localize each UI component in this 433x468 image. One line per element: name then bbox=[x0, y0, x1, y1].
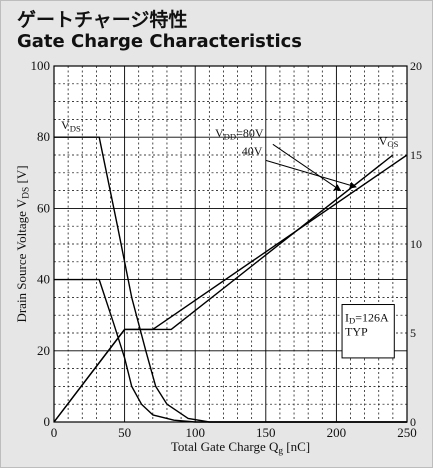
conditions-box bbox=[341, 304, 395, 359]
y-tick-label: 20 bbox=[37, 343, 50, 358]
vgs-label: VGS bbox=[379, 134, 399, 149]
series-line-vgs-40v bbox=[53, 154, 408, 423]
x-tick-label: 250 bbox=[397, 425, 417, 440]
y-tick-label: 100 bbox=[31, 58, 51, 73]
x-axis-label: Total Gate Charge Qg [nC] bbox=[171, 439, 310, 456]
plot-border bbox=[53, 65, 408, 423]
id-condition-label: ID=126A bbox=[345, 311, 389, 326]
vdd-40v-label: 40V bbox=[242, 144, 263, 158]
x-tick-label: 150 bbox=[256, 425, 276, 440]
y-tick-label: 0 bbox=[44, 414, 51, 429]
x-tick-label: 50 bbox=[118, 425, 131, 440]
y2-tick-label: 15 bbox=[410, 148, 422, 162]
grid bbox=[54, 66, 407, 422]
plot-lines bbox=[53, 136, 408, 423]
x-tick-label: 0 bbox=[51, 425, 58, 440]
axis-labels: Total Gate Charge Qg [nC] Drain Source Vo… bbox=[14, 165, 310, 456]
y-tick-label: 80 bbox=[37, 129, 50, 144]
vdd-80v-label: VDD=80V bbox=[215, 126, 264, 141]
y2-tick-label: 20 bbox=[410, 59, 422, 73]
typ-label: TYP bbox=[345, 325, 368, 339]
y-tick-label: 60 bbox=[37, 200, 50, 215]
y-tick-label: 40 bbox=[37, 272, 50, 287]
y2-tick-label: 5 bbox=[410, 326, 416, 340]
x-tick-label: 200 bbox=[327, 425, 347, 440]
series-line-vds-40v bbox=[54, 278, 407, 423]
chart-title-japanese: ゲートチャージ特性 bbox=[17, 9, 188, 31]
chart-title-english: Gate Charge Characteristics bbox=[17, 31, 303, 52]
series-line-vds-vdd80v bbox=[54, 136, 407, 423]
y-axis-label: Drain Source Voltage VDS [V] bbox=[14, 165, 31, 322]
arrow-vdd-40v bbox=[265, 159, 357, 189]
vds-label: VDS bbox=[61, 118, 81, 133]
arrow-vdd-80v bbox=[272, 143, 342, 192]
x-tick-label: 100 bbox=[185, 425, 205, 440]
y2-tick-label: 10 bbox=[410, 237, 422, 251]
y2-tick-label: 0 bbox=[410, 415, 416, 429]
